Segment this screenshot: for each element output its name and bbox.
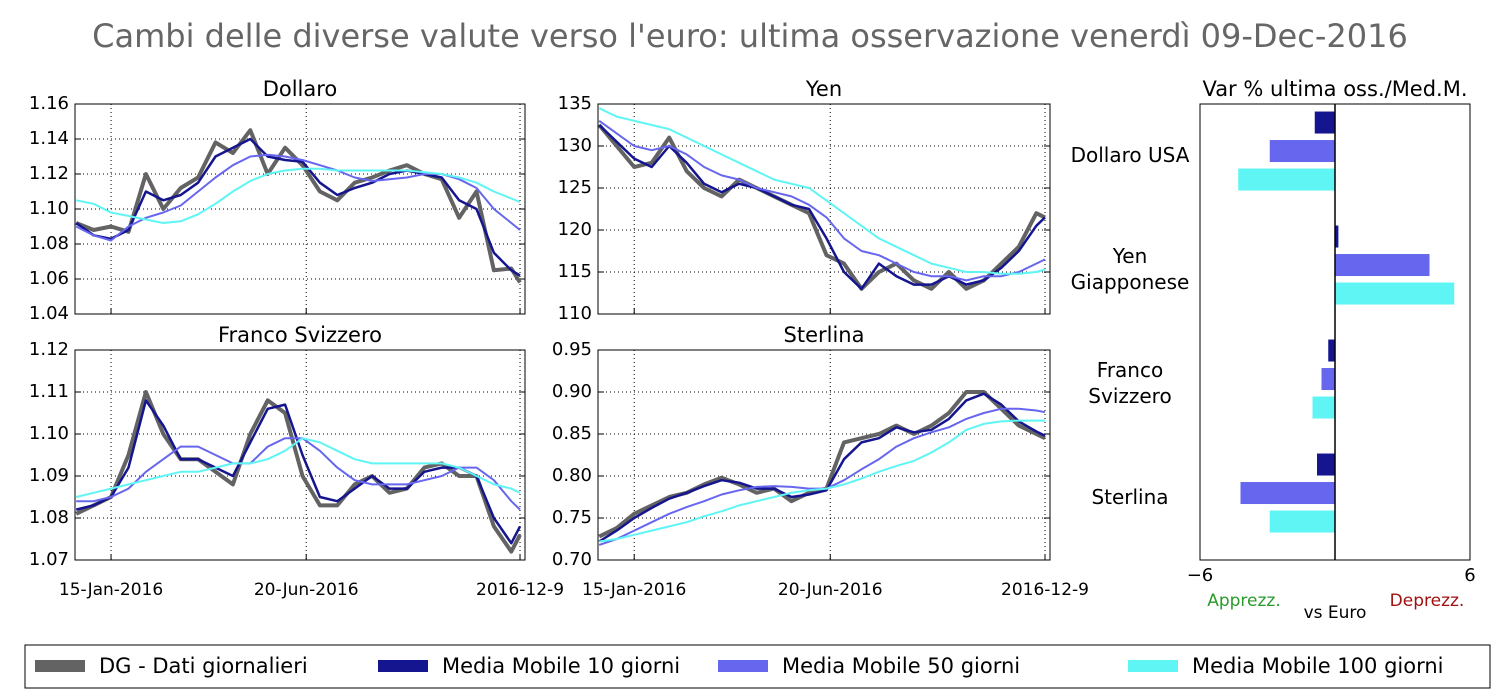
series-line: [598, 124, 1046, 291]
series-line: [599, 419, 1045, 543]
y-tick-label: 1.06: [29, 268, 69, 289]
annotation: Deprezz.: [1390, 591, 1465, 611]
category-label: Franco Svizzero: [1088, 358, 1172, 408]
x-tick-label: 20-Jun-2016: [778, 580, 883, 600]
legend-swatch: [35, 660, 85, 672]
series-line: [598, 107, 1046, 275]
bar: [1335, 282, 1455, 305]
y-tick-label: 1.07: [29, 549, 69, 570]
plot-frame: [74, 349, 526, 561]
x-tick-label: −6: [1187, 565, 1214, 586]
panel-title: Dollaro: [263, 77, 338, 101]
plot-frame: [597, 103, 1051, 315]
category-label: Sterlina: [1091, 485, 1169, 509]
y-tick-label: 1.11: [29, 381, 69, 402]
bar: [1240, 482, 1335, 505]
y-tick-label: 120: [558, 219, 592, 240]
y-tick-label: 1.08: [29, 233, 69, 254]
x-tick-label: 2016-12-9: [476, 580, 564, 600]
y-tick-label: 1.10: [29, 198, 69, 219]
bar: [1312, 396, 1335, 419]
legend-swatch: [378, 660, 428, 672]
category-label: Yen Giapponese: [1070, 244, 1190, 294]
bar: [1321, 368, 1335, 391]
series-line: [75, 153, 521, 242]
y-tick-label: 1.10: [29, 423, 69, 444]
y-tick-label: 1.04: [29, 303, 69, 324]
plot-frame: [597, 349, 1051, 561]
series-line: [76, 167, 521, 224]
y-tick-label: 135: [558, 93, 592, 114]
plot-frame: [1199, 103, 1471, 561]
series-line: [75, 128, 522, 284]
y-tick-label: 1.12: [29, 339, 69, 360]
y-tick-label: 0.75: [552, 507, 592, 528]
bar: [1335, 225, 1339, 248]
bar: [1314, 111, 1335, 134]
panel-title: Yen: [805, 77, 842, 101]
x-tick-label: 2016-12-9: [1001, 580, 1089, 600]
panel-title: Franco Svizzero: [218, 323, 382, 347]
x-tick-label: 6: [1464, 565, 1475, 586]
series-line: [75, 437, 521, 498]
annotation: vs Euro: [1304, 603, 1367, 623]
series-line: [598, 392, 1046, 543]
annotation: Apprezz.: [1207, 591, 1281, 611]
y-tick-label: 1.14: [29, 128, 69, 149]
panel-title: Sterlina: [784, 323, 865, 347]
bar: [1269, 510, 1335, 533]
y-tick-label: 110: [558, 303, 592, 324]
y-tick-label: 1.08: [29, 507, 69, 528]
x-tick-label: 15-Jan-2016: [59, 580, 163, 600]
y-tick-label: 0.95: [552, 339, 592, 360]
y-tick-label: 1.12: [29, 163, 69, 184]
y-tick-label: 125: [558, 177, 592, 198]
x-tick-label: 15-Jan-2016: [582, 580, 686, 600]
legend-label: Media Mobile 50 giorni: [782, 654, 1020, 678]
series-line: [75, 390, 522, 554]
y-tick-label: 115: [558, 261, 592, 282]
y-tick-label: 0.85: [552, 423, 592, 444]
y-tick-label: 0.90: [552, 381, 592, 402]
legend-label: Media Mobile 10 giorni: [442, 654, 680, 678]
series-line: [598, 407, 1046, 546]
legend-label: DG - Dati giornalieri: [99, 654, 308, 678]
plot-frame: [74, 103, 526, 315]
legend-label: Media Mobile 100 giorni: [1192, 654, 1444, 678]
y-tick-label: 130: [558, 135, 592, 156]
bar: [1335, 254, 1430, 277]
bar: [1328, 339, 1335, 362]
y-tick-label: 1.16: [29, 93, 69, 114]
bar: [1238, 168, 1335, 191]
category-label: Dollaro USA: [1070, 143, 1190, 167]
panel-title: Var % ultima oss./Med.M.: [1202, 77, 1467, 101]
bar: [1269, 140, 1335, 163]
y-tick-label: 1.09: [29, 465, 69, 486]
x-tick-label: 20-Jun-2016: [254, 580, 359, 600]
series-line: [598, 119, 1046, 282]
main-title: Cambi delle diverse valute verso l'euro:…: [92, 17, 1408, 55]
legend-swatch: [718, 660, 768, 672]
bar: [1317, 453, 1335, 476]
y-tick-label: 0.80: [552, 465, 592, 486]
y-tick-label: 0.70: [552, 549, 592, 570]
series-line: [75, 399, 522, 545]
legend-swatch: [1128, 660, 1178, 672]
series-line: [75, 137, 521, 277]
